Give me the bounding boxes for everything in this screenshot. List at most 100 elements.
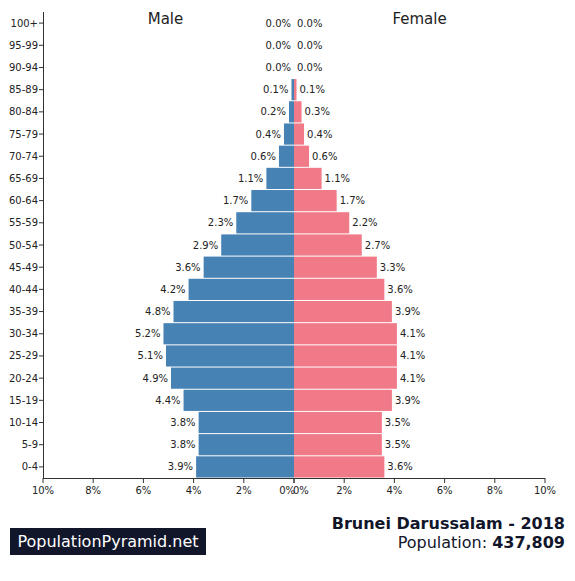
x-tick	[444, 478, 445, 483]
x-tick-label: 10%	[32, 485, 54, 496]
bar	[174, 301, 294, 322]
bars	[163, 79, 294, 477]
bar	[294, 190, 337, 211]
data-label: 2.9%	[193, 240, 218, 251]
y-tick	[39, 466, 43, 467]
y-tick	[39, 222, 43, 223]
bar	[294, 412, 382, 433]
y-tick	[39, 378, 43, 379]
x-tick	[193, 478, 194, 483]
bar	[294, 168, 322, 189]
bar	[294, 146, 309, 167]
x-tick	[494, 478, 495, 483]
source-box	[10, 528, 206, 555]
bar	[266, 168, 294, 189]
data-label: 3.9%	[395, 306, 420, 317]
data-label: 0.0%	[266, 18, 291, 29]
data-label: 4.1%	[400, 328, 425, 339]
bar	[294, 390, 392, 411]
bar	[279, 146, 294, 167]
data-label: 0.6%	[312, 151, 337, 162]
y-tick-label: 80-84	[9, 106, 38, 117]
y-tick-label: 60-64	[9, 195, 38, 206]
bar	[199, 434, 294, 455]
data-label: 3.8%	[170, 439, 195, 450]
data-label: 5.1%	[138, 350, 163, 361]
y-tick	[39, 333, 43, 334]
bar	[189, 279, 294, 300]
y-tick	[39, 67, 43, 68]
data-label: 0.3%	[305, 106, 330, 117]
y-tick	[39, 23, 43, 24]
data-label: 1.1%	[325, 173, 350, 184]
bar	[294, 257, 377, 278]
data-label: 3.8%	[170, 417, 195, 428]
y-tick-label: 25-29	[9, 350, 38, 361]
y-tick-label: 5-9	[22, 439, 38, 450]
bar	[184, 390, 294, 411]
bar	[294, 123, 304, 144]
y-tick-label: 30-34	[9, 328, 38, 339]
y-tick-label: 70-74	[9, 151, 38, 162]
data-label: 5.2%	[135, 328, 160, 339]
y-tick-label: 65-69	[9, 173, 38, 184]
bar	[289, 101, 294, 122]
x-tick-label: 8%	[85, 485, 101, 496]
x-tick	[143, 478, 144, 483]
y-tick	[39, 355, 43, 356]
x-tick-label: 4%	[186, 485, 202, 496]
y-tick-label: 75-79	[9, 129, 38, 140]
y-tick	[39, 45, 43, 46]
bar	[294, 35, 295, 56]
x-tick	[294, 478, 295, 483]
y-tick	[39, 245, 43, 246]
source: PopulationPyramid.net	[17, 532, 198, 551]
bar	[294, 57, 295, 78]
x-axis	[43, 478, 294, 479]
y-tick-label: 95-99	[9, 40, 38, 51]
bar	[236, 212, 294, 233]
data-label: 3.6%	[175, 262, 200, 273]
population-label: Population:	[398, 533, 487, 552]
data-label: 3.3%	[380, 262, 405, 273]
population-line: Population:437,809	[398, 533, 565, 552]
bar	[294, 434, 382, 455]
y-tick	[39, 156, 43, 157]
data-label: 4.8%	[145, 306, 170, 317]
x-tick-label: 0%	[293, 485, 309, 496]
y-tick	[39, 289, 43, 290]
data-label: 3.9%	[395, 395, 420, 406]
x-tick-label: 2%	[236, 485, 252, 496]
data-label: 2.3%	[208, 217, 233, 228]
x-tick-label: 4%	[386, 485, 402, 496]
x-tick	[43, 478, 44, 483]
bar	[163, 323, 294, 344]
data-label: 3.5%	[385, 417, 410, 428]
y-tick-label: 90-94	[9, 62, 38, 73]
y-tick-label: 20-24	[9, 373, 38, 384]
data-label: 4.1%	[400, 373, 425, 384]
bar	[294, 323, 397, 344]
x-tick-label: 10%	[534, 485, 556, 496]
y-tick	[39, 111, 43, 112]
bar	[294, 57, 295, 78]
data-label: 0.0%	[297, 40, 322, 51]
data-label: 4.2%	[160, 284, 185, 295]
data-label: 4.1%	[400, 350, 425, 361]
footer-title: Brunei Darussalam - 2018	[332, 514, 565, 533]
y-tick	[39, 267, 43, 268]
data-label: 0.1%	[263, 84, 288, 95]
y-tick-label: 85-89	[9, 84, 38, 95]
x-tick-label: 8%	[487, 485, 503, 496]
data-label: 0.0%	[297, 18, 322, 29]
data-label: 1.7%	[223, 195, 248, 206]
y-tick-label: 0-4	[22, 461, 38, 472]
x-tick-label: 6%	[437, 485, 453, 496]
bar	[294, 101, 302, 122]
x-tick	[394, 478, 395, 483]
y-tick-label: 15-19	[9, 395, 38, 406]
bar	[294, 234, 362, 255]
bar	[294, 13, 295, 34]
bar	[294, 13, 295, 34]
data-label: 2.7%	[365, 240, 390, 251]
